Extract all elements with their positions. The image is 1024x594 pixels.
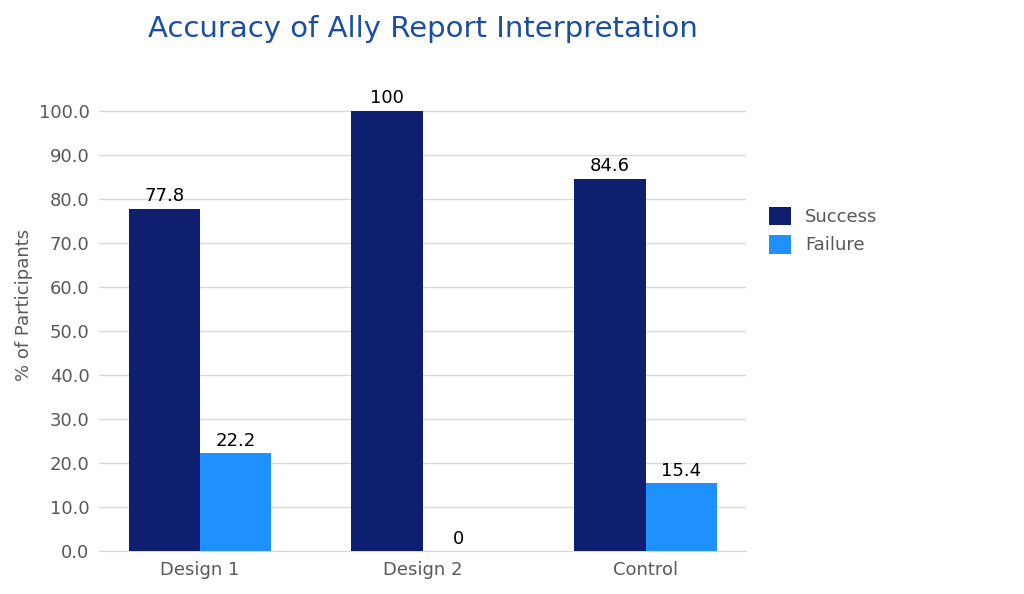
Legend: Success, Failure: Success, Failure [762, 200, 885, 261]
Text: 0: 0 [453, 530, 464, 548]
Text: 22.2: 22.2 [215, 432, 256, 450]
Bar [574, 179, 645, 551]
Bar [200, 453, 271, 551]
Text: 84.6: 84.6 [590, 157, 630, 175]
Y-axis label: % of Participants: % of Participants [15, 229, 33, 381]
Bar [129, 208, 200, 551]
Bar [351, 110, 423, 551]
Text: 77.8: 77.8 [144, 187, 184, 205]
Title: Accuracy of Ally Report Interpretation: Accuracy of Ally Report Interpretation [147, 15, 697, 43]
Text: 100: 100 [370, 89, 404, 107]
Text: 15.4: 15.4 [662, 462, 701, 480]
Bar [645, 484, 717, 551]
